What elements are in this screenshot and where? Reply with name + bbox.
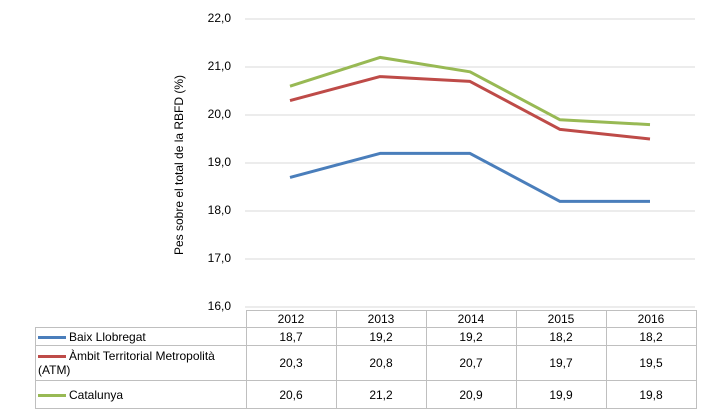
value-cell: 19,2 <box>425 327 517 346</box>
y-tick-label: 18,0 <box>208 203 232 217</box>
value-cell: 21,2 <box>335 380 427 409</box>
value-cell: 19,9 <box>515 380 607 409</box>
legend-swatch <box>38 355 66 359</box>
y-tick-label: 16,0 <box>208 299 232 313</box>
y-tick-label: 20,0 <box>208 107 232 121</box>
category-label: 2015 <box>515 310 607 328</box>
legend-cell: Àmbit Territorial Metropolità (ATM) <box>35 345 247 381</box>
table-row: Àmbit Territorial Metropolità (ATM) 20,3 2… <box>35 345 697 381</box>
value-cell: 18,2 <box>605 327 697 346</box>
series-line <box>289 151 650 203</box>
value-cell: 18,2 <box>515 327 607 346</box>
category-label: 2013 <box>335 310 427 328</box>
legend-cell: Baix Llobregat <box>35 327 247 346</box>
value-cell: 19,7 <box>515 345 607 381</box>
category-label: 2016 <box>605 310 697 328</box>
table-row: Catalunya 20,6 21,2 20,9 19,9 19,8 <box>35 380 697 409</box>
value-cell: 19,8 <box>605 380 697 409</box>
legend-label: Àmbit Territorial Metropolità (ATM) <box>38 349 215 377</box>
value-cell: 18,7 <box>245 327 337 346</box>
y-tick-label: 17,0 <box>208 251 232 265</box>
legend-swatch <box>38 393 66 397</box>
value-cell: 20,9 <box>425 380 517 409</box>
y-tick-label: 21,0 <box>208 59 232 73</box>
legend-cell: Catalunya <box>35 380 247 409</box>
category-label: 2014 <box>425 310 517 328</box>
y-tick-label: 19,0 <box>208 155 232 169</box>
value-cell: 19,5 <box>605 345 697 381</box>
legend-label: Baix Llobregat <box>69 329 146 344</box>
value-cell: 19,2 <box>335 327 427 346</box>
value-cell: 20,8 <box>335 345 427 381</box>
data-table: 2012 2013 2014 2015 2016 Baix Llobregat 18,7 19… <box>35 310 697 409</box>
y-axis-label: Pes sobre el total de la RBFD (%) <box>172 75 186 255</box>
header-row: 2012 2013 2014 2015 2016 <box>36 310 697 328</box>
legend-label: Catalunya <box>69 387 124 402</box>
table-row: Baix Llobregat 18,7 19,2 19,2 18,2 18,2 <box>35 327 697 346</box>
corner-cell <box>36 311 247 328</box>
value-cell: 20,7 <box>425 345 517 381</box>
y-tick-label: 22,0 <box>208 11 232 25</box>
legend-swatch <box>38 335 66 339</box>
category-label: 2012 <box>245 310 337 328</box>
value-cell: 20,3 <box>245 345 337 381</box>
series-line <box>289 75 651 141</box>
series-line <box>289 55 651 127</box>
value-cell: 20,6 <box>245 380 337 409</box>
